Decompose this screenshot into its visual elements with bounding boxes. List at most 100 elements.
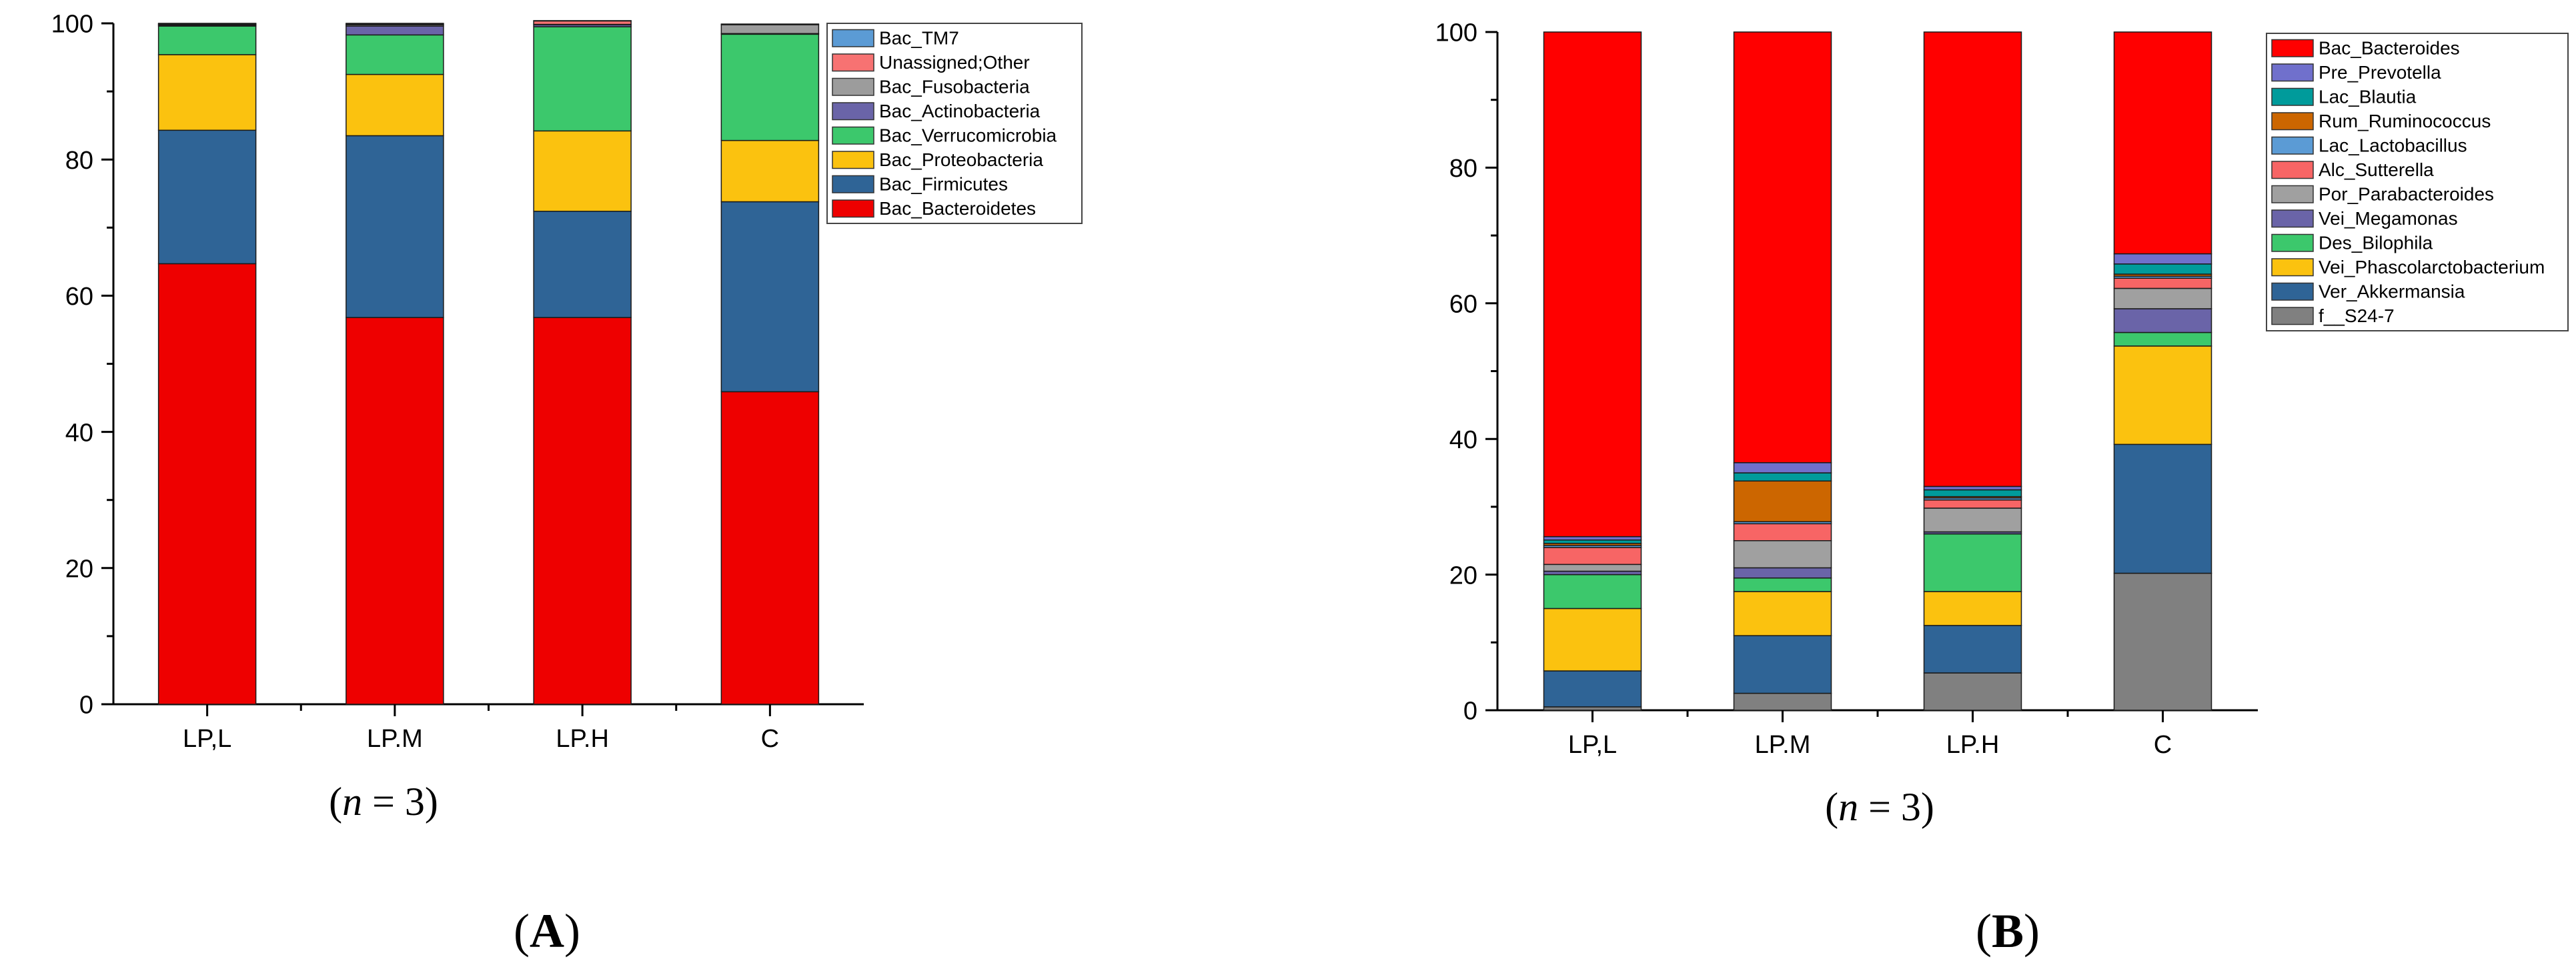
bar-lp-l-bac-bacteroidetes xyxy=(157,263,257,705)
y-tick-label: 60 xyxy=(65,283,93,311)
legend-swatch-bac-verrucomicrobia xyxy=(832,126,874,145)
legend-label-pre-prevotella: Pre_Prevotella xyxy=(2319,62,2441,83)
bar-lp-m-alc-sutterella xyxy=(1733,523,1832,542)
legend-label-por-parabacteroides: Por_Parabacteroides xyxy=(2319,184,2494,205)
x-tick-label: LP,L xyxy=(183,725,231,753)
legend-swatch-bac-proteobacteria xyxy=(832,151,874,169)
caption-a: (n = 3) xyxy=(329,780,438,824)
bar-lp-h-vei-phascolarctobacterium xyxy=(1923,591,2022,626)
bar-c-vei-megamonas xyxy=(2113,308,2212,333)
legend-label-bac-tm7: Bac_TM7 xyxy=(879,28,959,49)
bar-lp-l-vei-megamonas xyxy=(1543,570,1642,576)
legend-swatch-bac-actinobacteria xyxy=(832,102,874,121)
bar-lp-m-bac-bacteroides xyxy=(1733,31,1832,463)
y-tick-label: 20 xyxy=(1449,562,1477,590)
bar-lp-l-des-bilophila xyxy=(1543,574,1642,610)
bar-c-alc-sutterella xyxy=(2113,277,2212,289)
bar-lp-m-ver-akkermansia xyxy=(1733,635,1832,694)
bar-c-vei-phascolarctobacterium xyxy=(2113,345,2212,445)
legend-label-bac-bacteroidetes: Bac_Bacteroidetes xyxy=(879,198,1036,219)
bar-c-bac-firmicutes xyxy=(720,201,820,393)
y-tick-label: 80 xyxy=(65,147,93,175)
legend-swatch-por-parabacteroides xyxy=(2271,185,2314,203)
bar-lp-m-des-bilophila xyxy=(1733,577,1832,592)
legend-swatch-bac-fusobacteria xyxy=(832,77,874,96)
bar-lp-l-vei-phascolarctobacterium xyxy=(1543,608,1642,672)
bar-lp-h-bac-proteobacteria xyxy=(533,130,632,212)
bar-lp-h-pre-prevotella xyxy=(1923,485,2022,491)
bar-lp-l-bac-bacteroides xyxy=(1543,31,1642,538)
legend-label-unassigned-other: Unassigned;Other xyxy=(879,52,1030,73)
bar-lp-m-lac-blautia xyxy=(1733,472,1832,482)
x-tick-label: C xyxy=(761,725,779,753)
bar-lp-l-pre-prevotella xyxy=(1543,536,1642,541)
bar-lp-m-bac-tm7 xyxy=(346,23,444,25)
legend-swatch-bac-tm7 xyxy=(832,29,874,47)
y-tick-label: 100 xyxy=(1435,19,1477,47)
legend-label-ver-akkermansia: Ver_Akkermansia xyxy=(2319,281,2465,302)
bar-c-unassigned-other xyxy=(720,23,820,25)
chart-panel-a: 0 20 40 60 80 100 LP,L LP.M LP.H C Bac_TM7 Unassign… xyxy=(51,11,1083,753)
bar-c-lac-blautia xyxy=(2113,263,2212,275)
x-tick-label: LP.M xyxy=(1755,731,1811,759)
legend-label-vei-megamonas: Vei_Megamonas xyxy=(2319,208,2458,229)
bar-lp-l-bac-firmicutes xyxy=(157,129,257,265)
bar-lp-m-pre-prevotella xyxy=(1733,462,1832,473)
x-tick-label: LP.H xyxy=(556,725,609,753)
bar-lp-l-bac-verrucomicrobia xyxy=(157,25,257,55)
x-tick-label: LP.M xyxy=(367,725,423,753)
bar-c-bac-bacteroidetes xyxy=(720,391,820,705)
bar-lp-m-vei-phascolarctobacterium xyxy=(1733,591,1832,636)
panel-label-a: (A) xyxy=(514,904,580,958)
y-tick-label: 80 xyxy=(1449,155,1477,183)
legend-swatch-bac-bacteroidetes xyxy=(832,199,874,218)
legend-label-bac-verrucomicrobia: Bac_Verrucomicrobia xyxy=(879,125,1057,146)
legend-swatch-alc-sutterella xyxy=(2271,161,2314,179)
legend: Bac_TM7 Unassigned;Other Bac_Fusobacteria B… xyxy=(826,23,1083,224)
y-tick-label: 0 xyxy=(79,692,93,720)
panel-label-b: (B) xyxy=(1976,904,2040,958)
y-tick-label: 40 xyxy=(1449,426,1477,454)
legend-box xyxy=(2266,33,2569,331)
legend-label-bac-actinobacteria: Bac_Actinobacteria xyxy=(879,101,1041,121)
caption-b: (n = 3) xyxy=(1825,785,1934,829)
legend-label-lac-blautia: Lac_Blautia xyxy=(2319,87,2417,107)
bar-lp-m-rum-ruminococcus xyxy=(1733,480,1832,523)
bar-lp-m-bac-firmicutes xyxy=(346,135,444,318)
legend-label-vei-phascolarctobacterium: Vei_Phascolarctobacterium xyxy=(2319,257,2545,277)
legend-swatch-unassigned-other xyxy=(832,53,874,72)
bar-lp-l-por-parabacteroides xyxy=(1543,564,1642,572)
bar-c-por-parabacteroides xyxy=(2113,287,2212,309)
bar-lp-h-bac-verrucomicrobia xyxy=(533,26,632,132)
bar-lp-l-bac-tm7 xyxy=(157,23,257,25)
bar-c-f-s24-7 xyxy=(2113,572,2212,711)
bar-lp-h-bac-firmicutes xyxy=(533,211,632,318)
bar-lp-h-alc-sutterella xyxy=(1923,499,2022,509)
x-tick-label: LP,L xyxy=(1568,731,1617,759)
legend-swatch-vei-megamonas xyxy=(2271,209,2314,228)
legend-label-f-s24-7: f__S24-7 xyxy=(2319,305,2395,326)
bar-lp-h-f-s24-7 xyxy=(1923,672,2022,711)
bar-lp-h-por-parabacteroides xyxy=(1923,508,2022,533)
bar-lp-l-f-s24-7 xyxy=(1543,706,1642,711)
bar-lp-m-bac-proteobacteria xyxy=(346,73,444,137)
bar-lp-h-lac-blautia xyxy=(1923,489,2022,498)
bar-lp-h-bac-bacteroides xyxy=(1923,31,2022,488)
legend-label-lac-lactobacillus: Lac_Lactobacillus xyxy=(2319,135,2467,156)
legend-swatch-f-s24-7 xyxy=(2271,307,2314,325)
legend-label-des-bilophila: Des_Bilophila xyxy=(2319,233,2433,253)
legend-swatch-bac-firmicutes xyxy=(832,175,874,193)
bar-lp-l-ver-akkermansia xyxy=(1543,670,1642,708)
legend-label-bac-bacteroides: Bac_Bacteroides xyxy=(2319,38,2460,59)
bar-lp-m-bac-verrucomicrobia xyxy=(346,34,444,75)
bar-lp-l-lac-blautia xyxy=(1543,539,1642,544)
legend-label-alc-sutterella: Alc_Sutterella xyxy=(2319,159,2434,180)
legend-swatch-des-bilophila xyxy=(2271,233,2314,252)
bar-c-pre-prevotella xyxy=(2113,253,2212,265)
x-tick-label: C xyxy=(2154,731,2172,759)
bar-lp-h-ver-akkermansia xyxy=(1923,625,2022,674)
legend-label-bac-firmicutes: Bac_Firmicutes xyxy=(879,174,1008,195)
y-tick-label: 40 xyxy=(65,419,93,447)
legend-swatch-vei-phascolarctobacterium xyxy=(2271,258,2314,277)
